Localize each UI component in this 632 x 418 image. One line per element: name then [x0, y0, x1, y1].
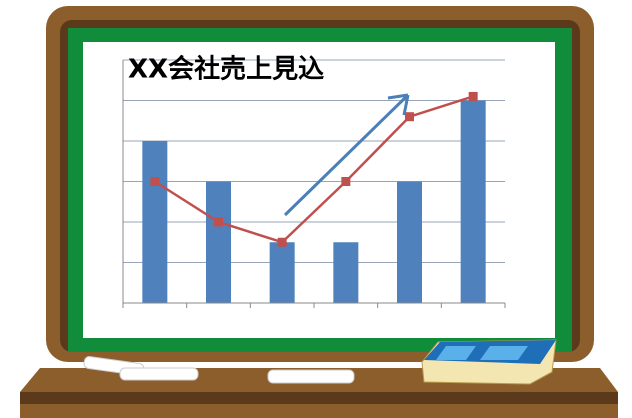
chalk [119, 367, 199, 381]
line-marker [150, 177, 160, 186]
chart-title: XX会社売上見込 [128, 54, 324, 85]
bar [333, 242, 359, 303]
line-marker [405, 112, 414, 122]
trend-arrow [283, 93, 410, 217]
bar [397, 181, 422, 303]
plot [122, 59, 506, 308]
line [154, 95, 474, 244]
bar [142, 141, 168, 303]
line-marker [277, 237, 287, 247]
line-marker [341, 177, 351, 186]
line-marker [214, 217, 223, 227]
line-marker [468, 91, 478, 101]
bar [269, 242, 295, 303]
chalk [267, 369, 355, 384]
eraser-shine [436, 346, 528, 360]
bar [206, 181, 231, 303]
chalk-tray-edge [20, 392, 618, 404]
bar [460, 100, 486, 303]
